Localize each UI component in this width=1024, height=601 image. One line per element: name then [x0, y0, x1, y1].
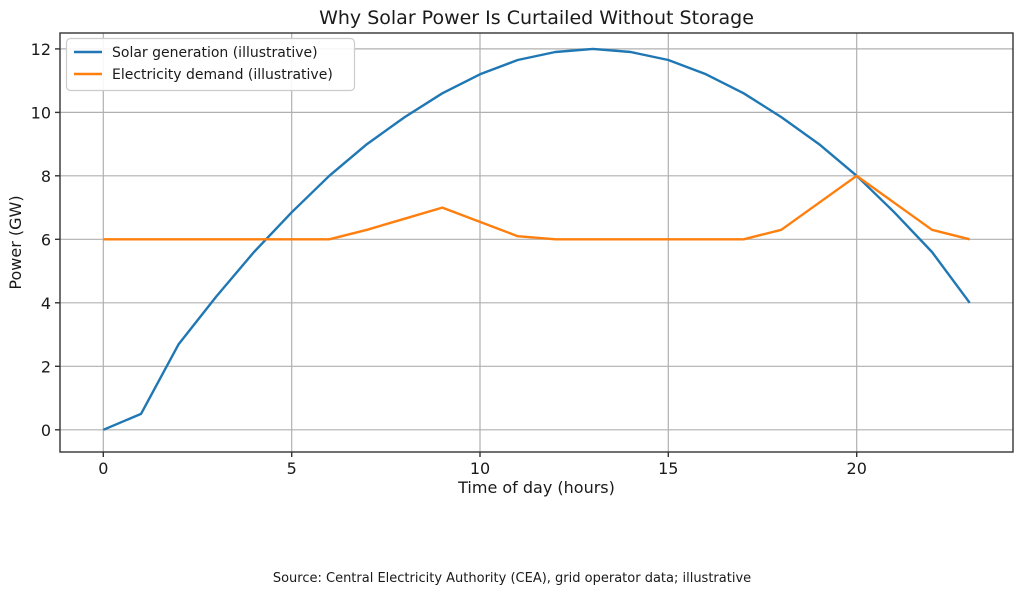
y-tick-label-8: 8 [41, 167, 51, 186]
y-axis-label: Power (GW) [6, 195, 25, 289]
tick-marks [55, 48, 858, 457]
x-tick-label-10: 10 [470, 459, 490, 478]
x-tick-label-5: 5 [287, 459, 297, 478]
tick-labels: 0 5 10 15 20 0 2 4 6 8 10 12 [31, 40, 867, 478]
legend-label-demand: Electricity demand (illustrative) [112, 67, 333, 83]
source-note: Source: Central Electricity Authority (C… [273, 571, 751, 586]
plot-frame [59, 32, 1014, 453]
solar-generation-line [102, 47, 971, 431]
x-tick-label-0: 0 [98, 459, 108, 478]
y-tick-label-10: 10 [31, 103, 51, 122]
y-tick-label-12: 12 [31, 40, 51, 59]
series-lines [102, 47, 971, 431]
y-tick-label-6: 6 [41, 230, 51, 249]
y-tick-label-4: 4 [41, 294, 51, 313]
x-tick-label-20: 20 [847, 459, 867, 478]
x-axis-label: Time of day (hours) [457, 478, 615, 497]
gridlines [60, 33, 1013, 452]
electricity-demand-line [103, 174, 970, 241]
chart-title: Why Solar Power Is Curtailed Without Sto… [319, 7, 754, 29]
y-tick-label-0: 0 [41, 421, 51, 440]
y-tick-label-2: 2 [41, 357, 51, 376]
x-tick-label-15: 15 [658, 459, 678, 478]
legend: Solar generation (illustrative) Electric… [65, 37, 356, 92]
legend-label-solar: Solar generation (illustrative) [112, 45, 318, 61]
legend-box [65, 37, 356, 92]
